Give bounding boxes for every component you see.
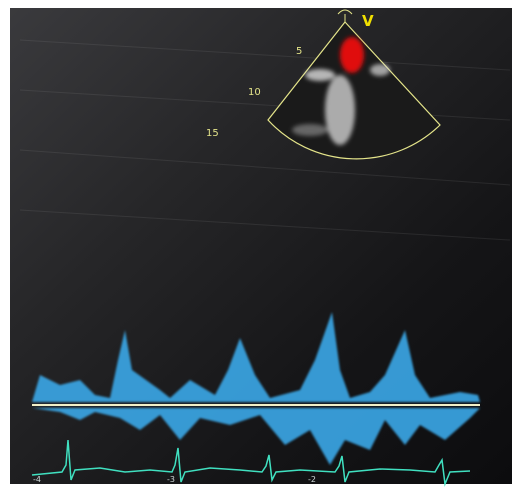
depth-label: 10: [248, 87, 261, 98]
time-label: -4: [33, 475, 41, 484]
time-label: -2: [308, 475, 316, 484]
time-label: -3: [167, 475, 175, 484]
depth-label: 15: [206, 128, 219, 139]
sector-marker: V: [362, 12, 374, 30]
depth-label: 5: [296, 46, 302, 57]
page: V 5 10 15 -4 -3 -2 (() => { const data =…: [0, 0, 522, 492]
echo-photo: V 5 10 15 -4 -3 -2: [0, 0, 522, 492]
